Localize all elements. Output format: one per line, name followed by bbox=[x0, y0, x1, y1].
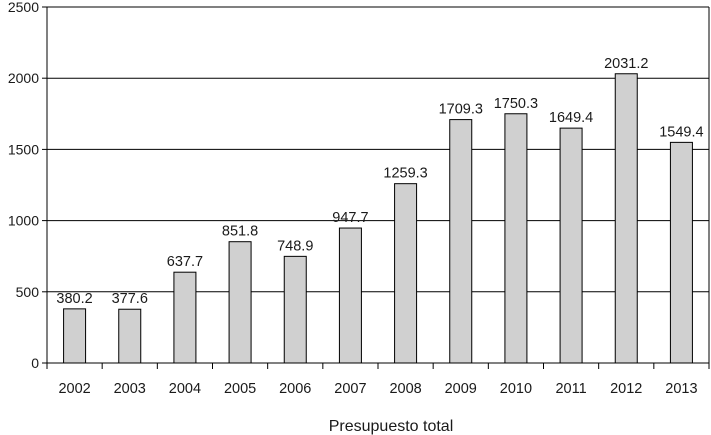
y-tick-label: 2000 bbox=[8, 70, 39, 86]
axes bbox=[46, 7, 710, 364]
x-axis-ticks: 2002 2003 2004 2005 2006 2007 2008 2009 2010 2011… bbox=[46, 363, 710, 397]
data-label: 947.7 bbox=[332, 210, 368, 226]
y-tick-label: 2500 bbox=[8, 0, 39, 15]
bar bbox=[614, 73, 638, 364]
data-labels: 380.2 377.6 637.7 851.8 748.9 947.7 1259.3 1709… bbox=[56, 56, 703, 307]
x-tick-label: 2007 bbox=[334, 381, 366, 397]
x-tick-label: 2003 bbox=[114, 381, 146, 397]
x-axis-title: Presupuesto total bbox=[329, 418, 454, 435]
bar bbox=[283, 255, 307, 364]
bar bbox=[394, 183, 418, 364]
x-tick-label: 2010 bbox=[500, 381, 532, 397]
data-label: 1549.4 bbox=[659, 124, 703, 140]
data-label: 377.6 bbox=[112, 291, 148, 307]
bar bbox=[669, 141, 693, 364]
y-tick-label: 500 bbox=[16, 284, 40, 300]
data-label: 2031.2 bbox=[604, 56, 648, 72]
bar bbox=[559, 127, 583, 364]
bar bbox=[63, 308, 87, 364]
x-tick-label: 2002 bbox=[58, 381, 90, 397]
y-axis-ticks: 0 500 1000 1500 2000 2500 bbox=[8, 0, 47, 371]
data-label: 1709.3 bbox=[439, 102, 483, 118]
data-label: 380.2 bbox=[56, 291, 92, 307]
bar bbox=[338, 227, 362, 364]
y-tick-label: 0 bbox=[31, 355, 39, 371]
bar bbox=[118, 308, 142, 364]
bars bbox=[63, 73, 693, 364]
data-label: 1259.3 bbox=[383, 166, 427, 182]
x-tick-label: 2008 bbox=[389, 381, 421, 397]
x-tick-label: 2004 bbox=[169, 381, 201, 397]
data-label: 1649.4 bbox=[549, 110, 593, 126]
y-tick-label: 1000 bbox=[8, 213, 39, 229]
x-tick-label: 2013 bbox=[665, 381, 697, 397]
bar bbox=[449, 119, 473, 364]
x-tick-label: 2005 bbox=[224, 381, 256, 397]
gridlines bbox=[47, 6, 709, 293]
data-label: 748.9 bbox=[277, 238, 313, 254]
data-label: 637.7 bbox=[167, 254, 203, 270]
x-tick-label: 2012 bbox=[610, 381, 642, 397]
x-tick-label: 2006 bbox=[279, 381, 311, 397]
y-tick-label: 1500 bbox=[8, 141, 39, 157]
data-label: 851.8 bbox=[222, 224, 258, 240]
x-tick-label: 2011 bbox=[555, 381, 586, 397]
bar bbox=[228, 241, 252, 364]
data-label: 1750.3 bbox=[494, 96, 538, 112]
bar bbox=[173, 271, 197, 364]
x-tick-label: 2009 bbox=[445, 381, 477, 397]
bar bbox=[504, 113, 528, 364]
